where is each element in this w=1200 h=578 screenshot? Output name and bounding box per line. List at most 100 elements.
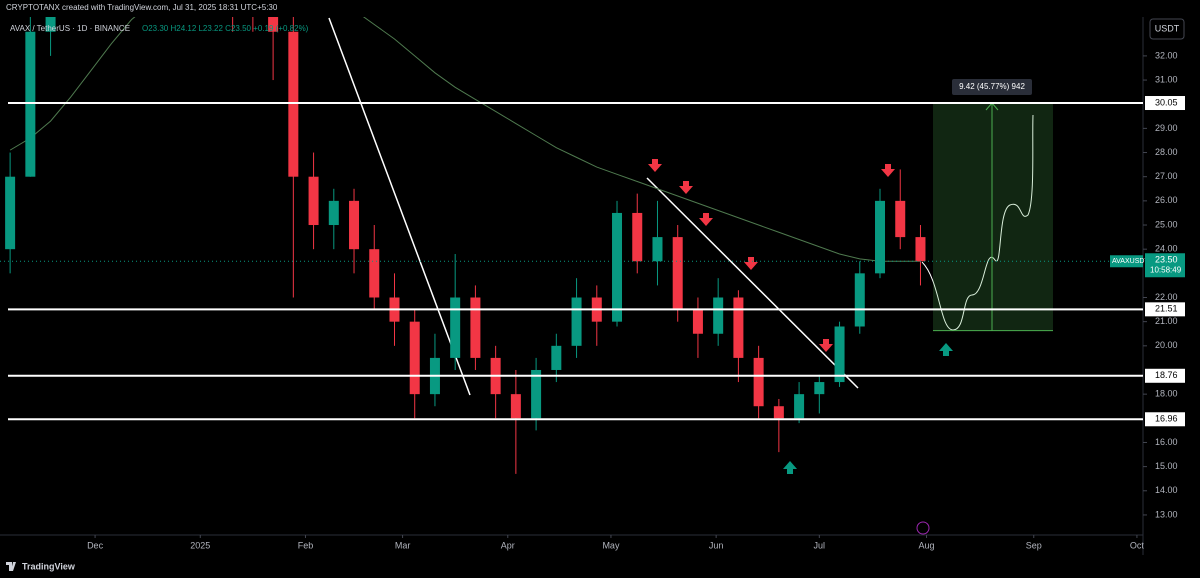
down-arrow <box>648 159 662 172</box>
down-arrow <box>881 164 895 177</box>
down-arrow <box>679 181 693 194</box>
y-tick-label: 18.00 <box>1155 389 1178 399</box>
y-tick-label: 22.00 <box>1155 292 1178 302</box>
y-tick-label: 20.00 <box>1155 340 1178 350</box>
y-tick-label: 28.00 <box>1155 147 1178 157</box>
candle-body <box>25 31 36 177</box>
level-label: 16.96 <box>1155 414 1178 424</box>
candle-body <box>308 176 319 226</box>
y-tick-label: 32.00 <box>1155 50 1178 60</box>
moving-average <box>9 17 921 262</box>
symbol-box <box>1110 255 1143 268</box>
buy-arrows <box>783 343 953 474</box>
down-arrow <box>819 339 833 352</box>
y-tick-label: 15.00 <box>1155 461 1178 471</box>
level-label: 21.51 <box>1155 304 1178 314</box>
level-label-box <box>1145 96 1185 111</box>
level-label-box <box>1145 412 1185 427</box>
y-tick-label: 27.00 <box>1155 171 1178 181</box>
trend-line <box>328 17 471 396</box>
level-label-box <box>1145 302 1185 317</box>
candle-body <box>814 382 825 395</box>
up-arrow <box>783 461 797 474</box>
x-tick-label: Oct <box>1130 540 1145 550</box>
countdown-label: 10:58:49 <box>1150 265 1182 274</box>
level-label: 30.05 <box>1155 97 1178 107</box>
x-tick-label: Dec <box>87 540 104 550</box>
candle-body <box>713 297 724 334</box>
level-label-box <box>1145 368 1185 383</box>
x-tick-label: Mar <box>395 540 411 550</box>
candle-body <box>895 200 906 238</box>
down-arrow <box>744 257 758 270</box>
price-label: 23.50 <box>1155 255 1178 265</box>
candle-body <box>612 212 623 322</box>
down-arrow <box>699 213 713 226</box>
x-tick-label: May <box>602 540 620 550</box>
brand-logo <box>6 562 16 571</box>
currency-button[interactable] <box>1149 18 1185 40</box>
candle-body <box>268 17 279 32</box>
footer <box>0 555 1200 578</box>
x-tick-label: 2025 <box>190 540 210 550</box>
measure-label-box <box>952 79 1032 96</box>
candle-body <box>531 369 542 419</box>
up-arrow <box>939 343 953 356</box>
candle-body <box>328 200 339 226</box>
candle-body <box>369 249 380 298</box>
candle-body <box>854 273 865 327</box>
brand: TradingView <box>22 561 76 571</box>
candle-body <box>470 297 481 358</box>
sell-arrows <box>648 159 895 352</box>
candle-body <box>551 345 562 370</box>
y-tick-label: 16.00 <box>1155 437 1178 447</box>
y-tick-label: 25.00 <box>1155 219 1178 229</box>
x-tick-label: Aug <box>919 540 935 550</box>
x-tick-label: Apr <box>501 540 515 550</box>
y-tick-label: 31.00 <box>1155 74 1178 84</box>
x-tick-label: Sep <box>1026 540 1042 550</box>
candle-body <box>753 357 764 407</box>
candle-body <box>45 17 56 32</box>
candle-body <box>571 297 582 346</box>
measure-label: 9.42 (45.77%) 942 <box>959 82 1025 91</box>
currency[interactable]: USDT <box>1155 23 1180 33</box>
candle-body <box>672 237 683 310</box>
candle-body <box>733 297 744 358</box>
y-tick-label: 24.00 <box>1155 244 1178 254</box>
candle-body <box>349 200 360 250</box>
x-tick-label: Jun <box>709 540 724 550</box>
candle-body <box>632 212 643 262</box>
y-tick-label: 14.00 <box>1155 485 1178 495</box>
candle-body <box>915 237 926 262</box>
level-label: 18.76 <box>1155 370 1178 380</box>
candle-body <box>5 176 16 250</box>
y-tick-label: 21.00 <box>1155 316 1178 326</box>
candle-body <box>510 394 521 419</box>
projection-path <box>921 114 1034 331</box>
event-icon[interactable] <box>916 521 930 535</box>
candle-body <box>875 200 886 274</box>
x-tick-label: Feb <box>298 540 314 550</box>
candle-body <box>692 309 703 334</box>
candle-body <box>834 326 845 383</box>
candle-body <box>652 237 663 262</box>
symbol-label: AVAXUSDT <box>1112 258 1149 265</box>
candle-body <box>450 297 461 358</box>
measure-box <box>933 103 1053 331</box>
x-tick-label: Jul <box>814 540 826 550</box>
price-box <box>1145 253 1185 278</box>
candle-body <box>288 31 299 177</box>
candle-body <box>794 394 805 419</box>
y-tick-label: 26.00 <box>1155 195 1178 205</box>
candle-body <box>409 321 420 395</box>
y-tick-label: 29.00 <box>1155 123 1178 133</box>
candle-body <box>773 406 784 419</box>
trend-line <box>646 177 859 389</box>
ohlc-line: O23.30 H24.12 L23.22 C23.50 +0.19 (+0.82… <box>142 24 309 33</box>
symbol-line: AVAX / TetherUS · 1D · BINANCE <box>10 24 130 33</box>
header: CRYPTOTANX created with TradingView.com,… <box>6 3 278 12</box>
y-tick-label: 13.00 <box>1155 509 1178 519</box>
